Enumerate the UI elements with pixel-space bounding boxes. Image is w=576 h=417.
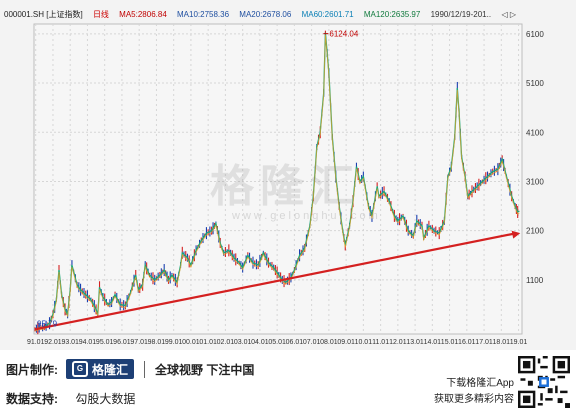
x-tick-label: 96.01 xyxy=(113,339,131,346)
x-tick-label: 18.01 xyxy=(493,339,511,346)
low-annotation: 95.79 xyxy=(37,319,58,328)
x-tick-label: 98.01 xyxy=(148,339,166,346)
brand-g-icon: G xyxy=(72,361,88,377)
watermark-url: www.gelonghui.com xyxy=(232,210,381,222)
x-tick-label: 12.01 xyxy=(389,339,407,346)
ma10-label: MA10:2758.36 xyxy=(177,10,230,19)
y-tick-label: 6100 xyxy=(526,30,544,39)
y-tick-label: 1100 xyxy=(526,276,544,285)
ma5-label: MA5:2806.84 xyxy=(119,10,167,19)
qr-code-icon[interactable] xyxy=(518,356,570,408)
support-label: 数据支持: xyxy=(6,392,58,406)
x-tick-label: 92.01 xyxy=(44,339,62,346)
x-tick-label: 10.01 xyxy=(355,339,373,346)
trend-arrowhead xyxy=(511,230,521,239)
x-tick-label: 03.01 xyxy=(234,339,252,346)
credit-row: 图片制作: G 格隆汇 全球视野 下注中国 xyxy=(6,358,254,380)
trend-line xyxy=(34,232,515,331)
x-tick-label: 06.01 xyxy=(286,339,304,346)
x-tick-label: 04.01 xyxy=(251,339,269,346)
nav-arrows-icon[interactable]: ◁ ▷ xyxy=(501,10,516,19)
x-tick-label: 09.01 xyxy=(337,339,355,346)
y-tick-label: 3100 xyxy=(526,177,544,186)
high-annotation: 6124.04 xyxy=(329,30,358,39)
x-tick-label: 99.01 xyxy=(165,339,183,346)
watermark-logo: 格隆汇 xyxy=(210,161,360,212)
support-value: 勾股大数据 xyxy=(75,392,136,406)
x-tick-label: 95.01 xyxy=(96,339,114,346)
ma120-label: MA120:2635.97 xyxy=(363,10,421,19)
slogan: 全球视野 下注中国 xyxy=(144,360,254,378)
x-tick-label: 97.01 xyxy=(130,339,148,346)
y-tick-label: 5100 xyxy=(526,79,544,88)
x-tick-label: 94.01 xyxy=(79,339,97,346)
period-label[interactable]: 日线 xyxy=(92,10,109,19)
x-tick-label: 08.01 xyxy=(320,339,338,346)
x-tick-label: 91.01 xyxy=(27,339,45,346)
y-tick-label: 4100 xyxy=(526,128,544,137)
x-tick-label: 17.01 xyxy=(475,339,493,346)
x-tick-label: 05.01 xyxy=(268,339,286,346)
brand-name: 格隆汇 xyxy=(92,362,129,377)
ma20-label: MA20:2678.06 xyxy=(239,10,292,19)
x-tick-label: 13.01 xyxy=(406,339,424,346)
app-download-text: 下载格隆汇App xyxy=(446,378,514,389)
app-more-text: 获取更多精彩内容 xyxy=(434,394,514,405)
plot-frame xyxy=(33,23,523,335)
ma60-label: MA60:2601.71 xyxy=(301,10,354,19)
x-tick-label: 16.01 xyxy=(458,339,476,346)
date-range-label: 1990/12/19-201.. xyxy=(430,10,492,19)
x-tick-label: 07.01 xyxy=(303,339,321,346)
x-tick-label: 11.01 xyxy=(372,339,389,346)
credit-label: 图片制作: xyxy=(6,362,58,377)
x-tick-label: 01.01 xyxy=(199,339,217,346)
support-row: 数据支持: 勾股大数据 xyxy=(6,390,135,407)
app-promo: 下载格隆汇App 获取更多精彩内容 xyxy=(434,376,514,408)
x-tick-label: 00.01 xyxy=(182,339,200,346)
ma-line xyxy=(34,34,520,332)
x-tick-label: 93.01 xyxy=(61,339,79,346)
chart-header: 000001.SH [上证指数] 日线 MA5:2806.84 MA10:275… xyxy=(4,8,524,22)
x-tick-label: 19.01 xyxy=(510,339,528,346)
x-tick-label: 02.01 xyxy=(217,339,235,346)
footer: 图片制作: G 格隆汇 全球视野 下注中国 数据支持: 勾股大数据 下载格隆汇A… xyxy=(0,350,576,417)
x-tick-label: 15.01 xyxy=(441,339,459,346)
index-code-label: 000001.SH [上证指数] xyxy=(4,10,83,19)
x-tick-label: 14.01 xyxy=(424,339,442,346)
y-tick-label: 2100 xyxy=(526,227,544,236)
brand-logo: G 格隆汇 xyxy=(66,359,135,379)
